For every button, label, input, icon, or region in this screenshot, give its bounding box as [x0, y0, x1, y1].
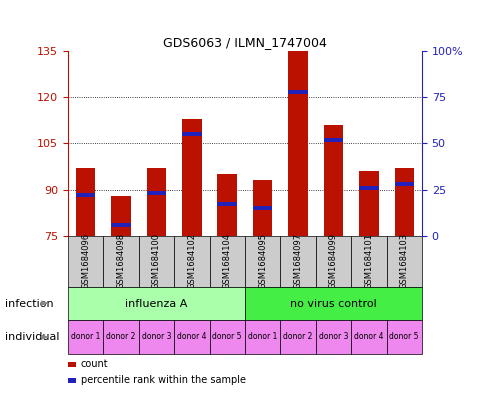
Text: donor 4: donor 4 — [177, 332, 206, 342]
Text: GSM1684103: GSM1684103 — [399, 233, 408, 289]
Bar — [146, 191, 166, 195]
Text: GSM1684102: GSM1684102 — [187, 233, 196, 289]
Text: ►: ► — [41, 299, 50, 309]
Bar — [209, 236, 244, 287]
Bar — [138, 320, 174, 354]
Title: GDS6063 / ILMN_1747004: GDS6063 / ILMN_1747004 — [163, 35, 326, 48]
Bar — [393, 182, 413, 186]
Text: individual: individual — [5, 332, 59, 342]
Text: influenza A: influenza A — [125, 299, 187, 309]
Bar — [358, 171, 378, 236]
Bar — [386, 236, 421, 287]
Bar — [280, 236, 315, 287]
Bar — [358, 186, 378, 190]
Text: donor 3: donor 3 — [141, 332, 171, 342]
Text: donor 1: donor 1 — [247, 332, 277, 342]
Bar — [315, 320, 350, 354]
Bar — [252, 206, 272, 210]
Bar — [280, 320, 315, 354]
Bar — [287, 90, 307, 94]
Bar — [182, 132, 201, 136]
Text: count: count — [80, 359, 108, 369]
Text: no virus control: no virus control — [289, 299, 376, 309]
Bar — [323, 138, 343, 142]
Bar — [146, 168, 166, 236]
Text: ►: ► — [41, 332, 50, 342]
Bar — [386, 320, 421, 354]
Bar — [323, 125, 343, 236]
Text: donor 3: donor 3 — [318, 332, 348, 342]
Text: GSM1684096: GSM1684096 — [81, 233, 90, 289]
Bar — [182, 119, 201, 236]
Bar — [68, 236, 103, 287]
Bar — [209, 320, 244, 354]
Bar — [138, 236, 174, 287]
Bar — [174, 236, 209, 287]
Bar — [103, 236, 138, 287]
Text: percentile rank within the sample: percentile rank within the sample — [80, 375, 245, 385]
Bar — [217, 202, 237, 206]
Text: donor 2: donor 2 — [106, 332, 136, 342]
Bar — [393, 168, 413, 236]
Bar — [68, 320, 103, 354]
Text: GSM1684097: GSM1684097 — [293, 233, 302, 289]
Text: GSM1684101: GSM1684101 — [363, 233, 373, 289]
Bar — [244, 320, 280, 354]
Bar — [350, 320, 386, 354]
Bar — [111, 196, 131, 236]
Text: donor 5: donor 5 — [389, 332, 418, 342]
Text: GSM1684104: GSM1684104 — [222, 233, 231, 289]
Text: donor 4: donor 4 — [353, 332, 383, 342]
Bar — [217, 174, 237, 236]
Bar — [350, 236, 386, 287]
Text: GSM1684098: GSM1684098 — [116, 233, 125, 289]
Text: infection: infection — [5, 299, 53, 309]
Bar — [244, 287, 421, 320]
Bar — [76, 193, 95, 197]
Text: donor 2: donor 2 — [283, 332, 312, 342]
Text: GSM1684100: GSM1684100 — [151, 233, 161, 289]
Bar — [111, 223, 131, 227]
Bar — [174, 320, 209, 354]
Text: donor 5: donor 5 — [212, 332, 242, 342]
Text: GSM1684099: GSM1684099 — [328, 233, 337, 289]
Bar — [315, 236, 350, 287]
Bar — [244, 236, 280, 287]
Bar — [103, 320, 138, 354]
Bar — [76, 168, 95, 236]
Bar — [252, 180, 272, 236]
Text: GSM1684095: GSM1684095 — [257, 233, 267, 289]
Bar — [287, 51, 307, 236]
Text: donor 1: donor 1 — [71, 332, 100, 342]
Bar — [68, 287, 244, 320]
